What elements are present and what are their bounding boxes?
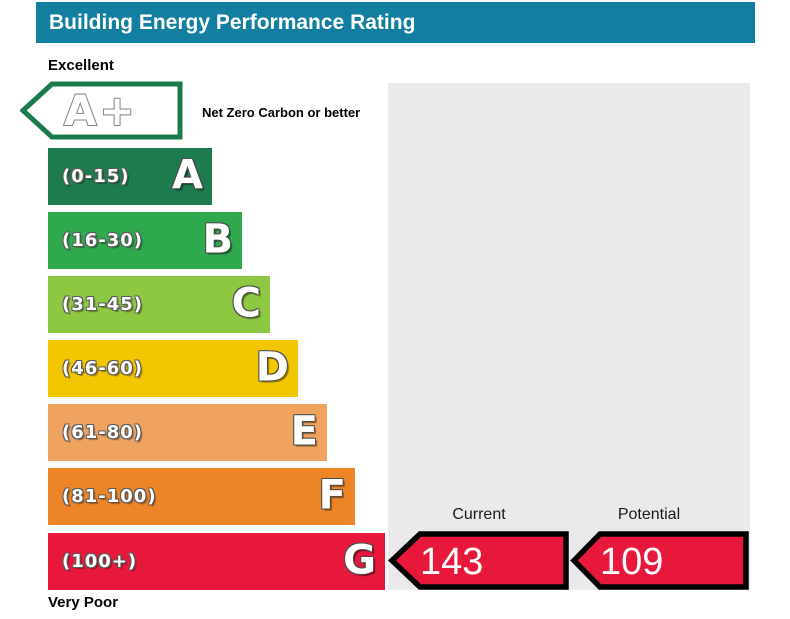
band-range-label: (100+) bbox=[62, 551, 138, 572]
page-title: Building Energy Performance Rating bbox=[49, 10, 416, 34]
band-range-label: (0-15) bbox=[62, 166, 130, 187]
band-range-label: (16-30) bbox=[62, 230, 144, 251]
band-range-label: (46-60) bbox=[62, 358, 144, 379]
current-column-label: Current bbox=[452, 506, 506, 523]
rating-panel-background bbox=[388, 83, 750, 590]
band-row-C: (31-45) C bbox=[48, 276, 270, 333]
band-letter-label: E bbox=[290, 407, 318, 454]
band-range-label: (61-80) bbox=[62, 422, 144, 443]
current-arrow-icon bbox=[388, 531, 569, 590]
band-letter-label: F bbox=[318, 471, 346, 518]
a-plus-label: A+ bbox=[64, 86, 138, 135]
band-letter-label: B bbox=[202, 215, 234, 262]
band-letter-label: G bbox=[343, 536, 376, 583]
scale-top-label: Excellent bbox=[48, 57, 114, 74]
a-plus-description: Net Zero Carbon or better bbox=[202, 105, 361, 120]
band-row-F: (81-100) F bbox=[48, 468, 355, 525]
band-row-E: (61-80) E bbox=[48, 404, 327, 461]
a-plus-badge: A+ bbox=[20, 81, 183, 140]
band-row-D: (46-60) D bbox=[48, 340, 298, 397]
a-plus-arrow-outline-icon bbox=[20, 81, 183, 140]
chart-title-bar: Building Energy Performance Rating bbox=[36, 2, 755, 43]
band-row-A: (0-15) A bbox=[48, 148, 212, 205]
current-rating-value: 143 bbox=[420, 541, 483, 583]
potential-rating-arrow: 109 bbox=[570, 531, 749, 590]
potential-arrow-icon bbox=[570, 531, 749, 590]
potential-rating-value: 109 bbox=[600, 541, 663, 583]
band-row-G: (100+) G bbox=[48, 533, 385, 590]
band-range-label: (81-100) bbox=[62, 486, 157, 507]
band-letter-label: A bbox=[172, 151, 203, 198]
current-rating-arrow: 143 bbox=[388, 531, 569, 590]
band-letter-label: D bbox=[255, 343, 289, 390]
band-row-B: (16-30) B bbox=[48, 212, 242, 269]
band-range-label: (31-45) bbox=[62, 294, 144, 315]
band-letter-label: C bbox=[231, 279, 261, 326]
scale-bottom-label: Very Poor bbox=[48, 594, 119, 611]
potential-column-label: Potential bbox=[617, 506, 681, 523]
